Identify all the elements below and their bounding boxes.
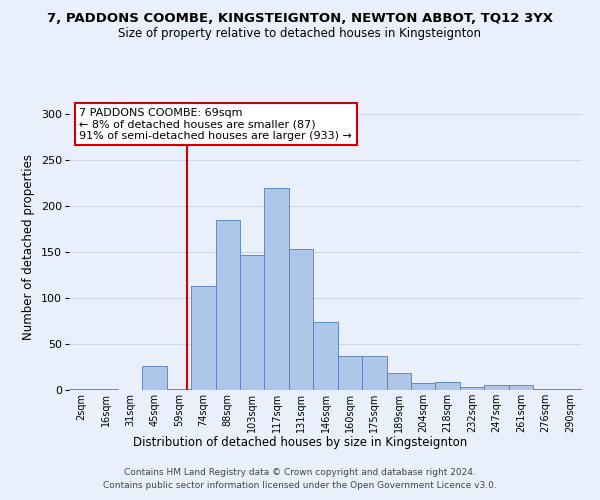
Text: Distribution of detached houses by size in Kingsteignton: Distribution of detached houses by size … — [133, 436, 467, 449]
Bar — [460, 387, 484, 390]
Bar — [289, 250, 313, 390]
Text: 7 PADDONS COOMBE: 69sqm
← 8% of detached houses are smaller (87)
91% of semi-det: 7 PADDONS COOMBE: 69sqm ← 8% of detached… — [79, 108, 352, 141]
Bar — [94, 389, 118, 390]
Bar — [69, 389, 94, 390]
Bar — [191, 286, 215, 390]
Bar — [338, 356, 362, 390]
Bar — [557, 389, 582, 390]
Bar — [411, 382, 436, 390]
Bar — [436, 382, 460, 390]
Bar — [509, 386, 533, 390]
Y-axis label: Number of detached properties: Number of detached properties — [22, 154, 35, 340]
Bar — [215, 220, 240, 390]
Bar — [240, 255, 265, 390]
Text: 7, PADDONS COOMBE, KINGSTEIGNTON, NEWTON ABBOT, TQ12 3YX: 7, PADDONS COOMBE, KINGSTEIGNTON, NEWTON… — [47, 12, 553, 26]
Text: Size of property relative to detached houses in Kingsteignton: Size of property relative to detached ho… — [119, 28, 482, 40]
Bar — [313, 322, 338, 390]
Bar — [167, 389, 191, 390]
Bar — [362, 356, 386, 390]
Bar — [265, 188, 289, 390]
Text: Contains public sector information licensed under the Open Government Licence v3: Contains public sector information licen… — [103, 482, 497, 490]
Text: Contains HM Land Registry data © Crown copyright and database right 2024.: Contains HM Land Registry data © Crown c… — [124, 468, 476, 477]
Bar — [484, 386, 509, 390]
Bar — [142, 366, 167, 390]
Bar — [386, 374, 411, 390]
Bar — [533, 389, 557, 390]
